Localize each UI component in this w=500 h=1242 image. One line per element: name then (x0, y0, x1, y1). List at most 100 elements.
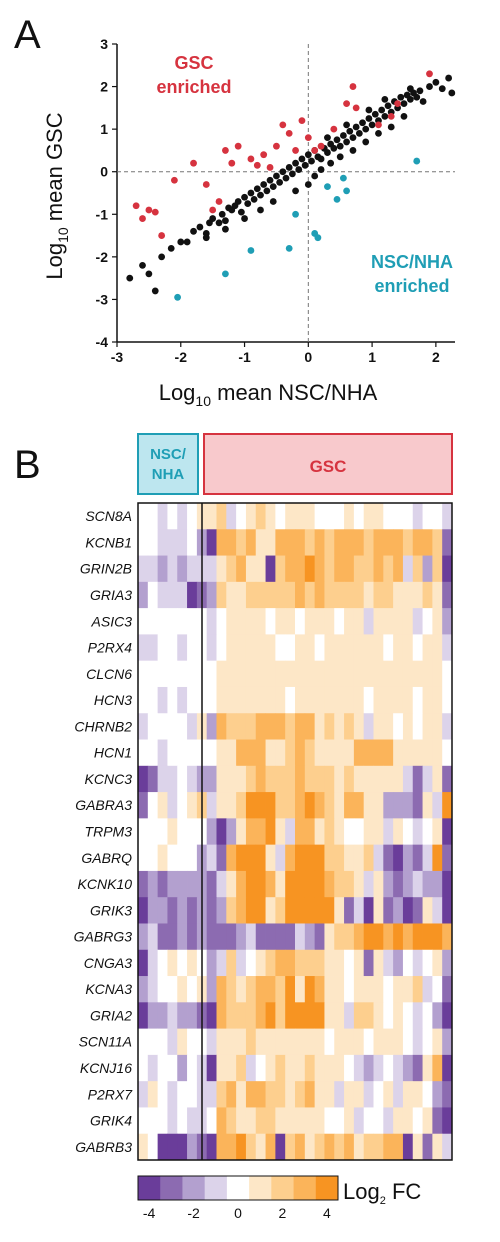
heatmap-cell (324, 765, 335, 793)
heatmap-cell (363, 634, 374, 662)
gene-label: KCNA3 (85, 981, 132, 997)
heatmap-cell (344, 739, 355, 767)
heatmap-cell (177, 555, 188, 583)
nsc-enriched-point (222, 270, 229, 278)
heatmap-cell (314, 949, 325, 977)
heatmap-cell (255, 976, 266, 1003)
heatmap-cell (314, 739, 325, 767)
heatmap-cell (334, 555, 345, 583)
gene-point (285, 164, 293, 171)
heatmap-cell (138, 1002, 149, 1029)
heatmap-cell (187, 1054, 198, 1082)
heatmap-cell (334, 503, 345, 530)
heatmap-cell (265, 792, 276, 819)
heatmap-cell (353, 608, 365, 635)
heatmap-cell (177, 503, 188, 530)
heatmap-cell (412, 792, 423, 819)
heatmap-cell (304, 1081, 316, 1108)
heatmap-cell (363, 529, 374, 556)
heatmap-cell (422, 844, 433, 872)
heatmap-cell (167, 818, 178, 846)
heatmap-cell (255, 608, 266, 635)
heatmap-cell (147, 1054, 159, 1082)
heatmap-cell (412, 949, 423, 977)
heatmap-cell (295, 765, 306, 793)
gene-point (333, 136, 341, 144)
heatmap-cell (206, 660, 217, 688)
heatmap-cell (334, 844, 345, 872)
heatmap-cell (216, 660, 227, 688)
heatmap-cell (334, 1028, 345, 1056)
heatmap-cell (147, 818, 159, 846)
heatmap-cell (167, 1133, 178, 1161)
gene-point (167, 244, 175, 252)
heatmap-cell (255, 818, 266, 846)
nsc-enriched-point (333, 195, 341, 203)
heatmap-cell (245, 1133, 257, 1161)
heatmap-cell (226, 949, 237, 977)
heatmap-cell (412, 555, 423, 583)
heatmap-cell (138, 739, 149, 767)
gsc-enriched-point (151, 208, 159, 216)
heatmap-cell (138, 1133, 149, 1161)
heatmap-cell (422, 976, 433, 1003)
heatmap-cell (334, 660, 345, 688)
heatmap-cell (285, 976, 296, 1003)
heatmap-cell (177, 660, 188, 688)
heatmap-cell (187, 765, 198, 793)
gene-point (292, 159, 299, 167)
heatmap-cell (373, 1107, 384, 1135)
heatmap-cell (344, 897, 355, 924)
heatmap-cell (245, 1054, 257, 1082)
heatmap-cell (236, 608, 247, 635)
gene-point (406, 85, 414, 93)
heatmap-cell (334, 529, 345, 556)
heatmap-cell (265, 923, 276, 951)
heatmap-cell (295, 660, 306, 688)
heatmap-cell (177, 713, 188, 740)
heatmap-cell (373, 634, 384, 662)
heatmap-cell (177, 897, 188, 924)
gene-point (365, 106, 373, 114)
heatmap-cell (226, 713, 237, 740)
heatmap-cell (206, 555, 217, 583)
heatmap-cell (383, 1133, 394, 1161)
gsc-enriched-point (349, 83, 357, 90)
heatmap-cell (412, 897, 423, 924)
heatmap-cell (295, 818, 306, 846)
heatmap-cell (432, 765, 443, 793)
gene-point (222, 225, 229, 233)
heatmap-cell (147, 923, 159, 951)
gene-point (400, 100, 408, 107)
heatmap-cell (285, 1133, 296, 1161)
heatmap-cell (255, 949, 266, 977)
heatmap-cell (216, 581, 227, 609)
heatmap-cell (236, 660, 247, 688)
heatmap-cell (383, 1081, 394, 1108)
heatmap-cell (236, 739, 247, 767)
heatmap-cell (157, 608, 168, 635)
heatmap-cell (383, 660, 394, 688)
heatmap-cell (363, 1133, 374, 1161)
heatmap-cell (363, 976, 374, 1003)
heatmap-cell (255, 1028, 266, 1056)
heatmap-cell (285, 792, 296, 819)
heatmap-cell (177, 844, 188, 872)
gene-point (448, 89, 456, 97)
heatmap-cell (226, 581, 237, 609)
gene-point (308, 157, 315, 165)
heatmap-cell (432, 739, 443, 767)
heatmap-cell (295, 1054, 306, 1082)
heatmap-cell (383, 792, 394, 819)
gene-label: GRIA3 (90, 587, 132, 603)
heatmap-cell (216, 555, 227, 583)
heatmap-cell (236, 555, 247, 583)
heatmap-cell (275, 608, 286, 635)
heatmap-cell (216, 844, 227, 872)
heatmap-cell (236, 529, 247, 556)
heatmap-cell (187, 844, 198, 872)
heatmap-cell (304, 1107, 316, 1135)
heatmap-cell (432, 608, 443, 635)
heatmap-cell (275, 844, 286, 872)
heatmap-cell (344, 713, 355, 740)
